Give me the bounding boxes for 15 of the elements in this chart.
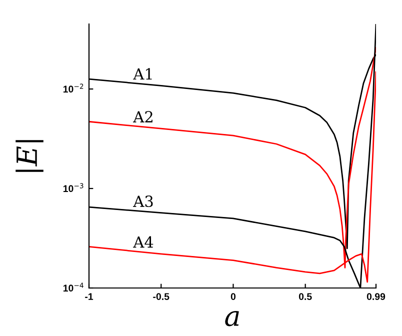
series-label: A4 <box>133 236 154 248</box>
y-axis-title: |E| <box>16 140 44 172</box>
x-tick-label: -1 <box>85 293 94 300</box>
series-label: A3 <box>133 196 153 208</box>
x-tick-label: 0 <box>230 293 236 300</box>
series-label: A1 <box>133 68 152 80</box>
x-tick-label: 0.99 <box>366 293 386 300</box>
line-series <box>89 24 376 288</box>
y-tick-label: 10$^{−2}$ <box>63 84 84 93</box>
y-tick-label: 10$^{−3}$ <box>63 183 84 192</box>
x-tick-label: 0.5 <box>298 293 312 300</box>
x-tick-label: -0.5 <box>153 293 170 300</box>
x-axis-title: a <box>225 310 239 326</box>
series-label: A2 <box>133 110 152 122</box>
y-tick-label: 10$^{−4}$ <box>63 282 84 292</box>
